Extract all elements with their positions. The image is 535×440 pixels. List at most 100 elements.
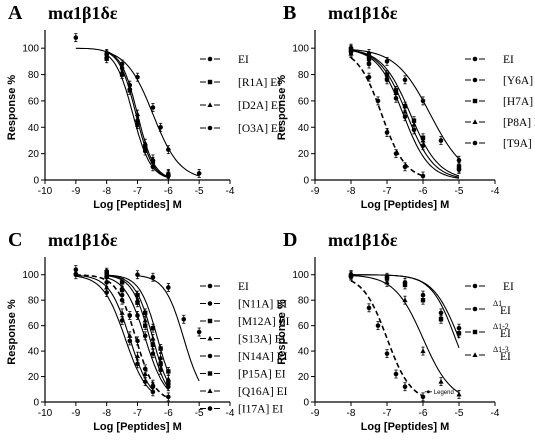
x-tick-label: -6 [164, 186, 173, 197]
y-tick-label: 80 [28, 70, 40, 81]
x-tick-label: -4 [491, 186, 500, 197]
data-point [456, 331, 462, 336]
legend-label: [Y6A] EI [503, 75, 535, 87]
y-tick-label: 20 [298, 372, 310, 383]
legend-swatch-marker [472, 140, 478, 146]
data-point [384, 351, 390, 356]
x-tick-label: -10 [38, 186, 53, 197]
data-point [166, 285, 171, 290]
legend-swatch-marker [207, 335, 213, 341]
data-point [135, 313, 140, 318]
legend-item: [H7A] EI [465, 96, 535, 108]
data-point [150, 105, 156, 110]
series-4 [348, 49, 462, 178]
panel-title: mα1β1δε [48, 230, 118, 250]
data-point [135, 122, 140, 127]
data-point [348, 271, 354, 277]
data-point [119, 310, 125, 315]
data-point [393, 371, 399, 377]
data-point [366, 305, 372, 311]
legend-swatch-marker [207, 318, 213, 324]
y-tick-label: 20 [28, 372, 40, 383]
data-point [196, 329, 202, 335]
fit-curve [106, 54, 169, 179]
axes: 0 20 40 60 80 100 -9 -8 -7 -6 -5 -4 [292, 30, 500, 197]
x-tick-label: -6 [419, 408, 428, 419]
y-tick-label: 0 [33, 176, 39, 187]
legend-item: EI [200, 54, 249, 66]
legend-label: [N11A] EI [238, 299, 287, 311]
legend-label: [T9A] EI [503, 138, 535, 150]
data-point [384, 59, 390, 64]
data-point [104, 51, 109, 56]
series-1 [348, 47, 426, 181]
data-point [402, 164, 408, 170]
legend-swatch-marker [207, 125, 213, 131]
data-point [143, 310, 148, 316]
x-tick-label: -4 [491, 408, 500, 419]
data-point [166, 369, 171, 374]
x-tick-label: -9 [71, 186, 80, 197]
legend-label: [N14A] EI [238, 351, 288, 363]
legend-item: [R1A] EI [200, 77, 281, 89]
data-point [366, 58, 372, 64]
legend-label: [R1A] EI [238, 77, 281, 89]
data-point [456, 165, 462, 171]
data-point [158, 354, 164, 360]
fit-curve [75, 274, 154, 391]
legend-item: [N11A] EI [200, 299, 287, 311]
x-tick-label: -6 [164, 408, 173, 419]
data-point [135, 361, 140, 367]
legend-item: [I17A] EI [200, 404, 283, 416]
data-point [402, 108, 408, 114]
data-point [150, 325, 156, 331]
data-point [119, 280, 125, 285]
legend-swatch-marker [207, 79, 213, 85]
fit-curve [75, 275, 154, 393]
legend-label: [P8A] EI [503, 117, 535, 129]
data-point [127, 313, 133, 318]
y-tick-label: 60 [298, 96, 310, 107]
data-point [142, 140, 148, 146]
x-tick-label: -5 [195, 408, 204, 419]
data-point [375, 98, 381, 104]
legend-item: [O3A] EI [200, 123, 282, 135]
legend-swatch-marker [207, 406, 213, 411]
legend-item: EI [465, 281, 514, 293]
data-point [134, 353, 141, 359]
x-axis-title: Log [Peptides] M [93, 421, 182, 433]
y-tick-label: 40 [298, 347, 310, 358]
data-point [402, 384, 408, 390]
legend-label: [D2A] EI [238, 100, 282, 112]
legend-item: EI [465, 54, 514, 66]
legend-label: EI [500, 305, 511, 317]
data-point [456, 157, 462, 163]
y-tick-label: 20 [298, 149, 310, 160]
data-point [119, 61, 125, 67]
legend-label: EI [500, 351, 511, 363]
legend-label: EI [503, 54, 514, 66]
x-tick-label: -6 [419, 186, 428, 197]
axes: 0 20 40 60 80 100 -9 -8 -7 -6 -5 -4 [292, 257, 500, 419]
x-axis-title: Log [Peptides] M [361, 199, 450, 211]
data-point [402, 103, 408, 109]
y-tick-label: 60 [298, 321, 310, 332]
data-point [143, 323, 148, 328]
x-tick-label: -7 [383, 408, 392, 419]
data-point [438, 310, 444, 316]
legend-swatch-marker [207, 283, 213, 289]
data-point [150, 351, 156, 356]
legend-label: [H7A] EI [503, 96, 535, 108]
data-point [420, 297, 426, 303]
data-point [196, 171, 202, 176]
data-point [142, 371, 148, 376]
data-point [150, 156, 156, 161]
fit-curve [350, 274, 460, 394]
x-axis-title: Log [Peptides] M [361, 421, 450, 433]
